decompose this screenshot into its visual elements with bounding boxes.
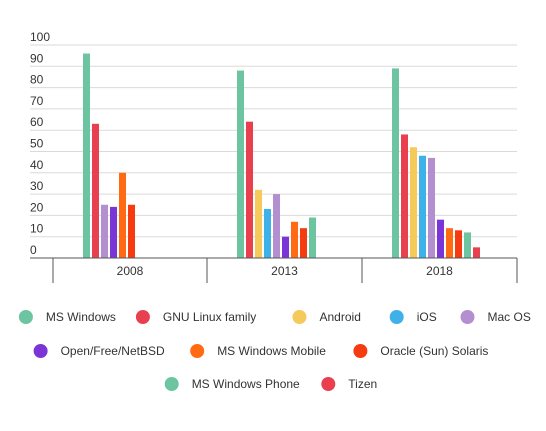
legend-label-mac-os: Mac OS	[488, 310, 531, 324]
legend-swatch-gnu-linux-family	[135, 310, 150, 324]
bar-mac-os-2008	[101, 204, 108, 258]
legend-item-ms-windows-mobile[interactable]: MS Windows Mobile	[190, 344, 326, 358]
y-tick-label-80: 80	[30, 73, 44, 87]
bar-android-2013	[255, 189, 262, 258]
legend-item-android[interactable]: Android	[292, 310, 361, 324]
bar-mac-os-2013	[273, 194, 280, 258]
legend-label-ios: iOS	[417, 310, 437, 324]
bar-ms-windows-mobile-2018	[446, 228, 453, 258]
x-tick-label-2013: 2013	[271, 264, 298, 278]
y-tick-label-70: 70	[30, 94, 44, 108]
legend-swatch-ms-windows-mobile	[190, 344, 205, 358]
bar-oracle-sun-solaris-2013	[300, 228, 307, 258]
legend-swatch-ios	[389, 310, 404, 324]
legend-swatch-ms-windows-phone	[164, 377, 179, 391]
legend-label-android: Android	[320, 310, 361, 324]
bar-open-free-netbsd-2018	[437, 219, 444, 258]
bar-gnu-linux-family-2018	[401, 134, 408, 258]
bar-gnu-linux-family-2013	[246, 121, 253, 259]
legend-swatch-ms-windows	[18, 310, 33, 324]
legend-label-oracle-sun-solaris: Oracle (Sun) Solaris	[380, 344, 488, 358]
legend-item-open-free-netbsd[interactable]: Open/Free/NetBSD	[33, 344, 165, 358]
bars	[83, 53, 480, 259]
legend-item-ms-windows[interactable]: MS Windows	[18, 310, 116, 324]
bar-ms-windows-2008	[83, 53, 90, 258]
bar-tizen-2018	[473, 247, 480, 258]
bar-android-2018	[410, 147, 417, 258]
bar-ms-windows-2018	[392, 68, 399, 259]
legend-item-mac-os[interactable]: Mac OS	[460, 310, 531, 324]
x-tick-label-2018: 2018	[426, 264, 453, 278]
legend-label-tizen: Tizen	[348, 377, 377, 391]
bar-ms-windows-phone-2013	[309, 217, 316, 258]
y-tick-label-0: 0	[30, 243, 37, 257]
bar-open-free-netbsd-2008	[110, 206, 117, 258]
legend-swatch-oracle-sun-solaris	[353, 344, 368, 358]
bar-mac-os-2018	[428, 157, 435, 258]
legend-item-gnu-linux-family[interactable]: GNU Linux family	[135, 310, 256, 324]
legend-swatch-open-free-netbsd	[33, 344, 48, 358]
y-tick-label-30: 30	[30, 179, 44, 193]
legend-label-gnu-linux-family: GNU Linux family	[163, 310, 256, 324]
legend-item-oracle-sun-solaris[interactable]: Oracle (Sun) Solaris	[353, 344, 488, 358]
legend-item-tizen[interactable]: Tizen	[321, 377, 377, 391]
bar-open-free-netbsd-2013	[282, 236, 289, 258]
bar-ms-windows-phone-2018	[464, 232, 471, 258]
x-tick-label-2008: 2008	[117, 264, 144, 278]
y-tick-label-20: 20	[30, 200, 44, 214]
bar-ios-2013	[264, 209, 271, 258]
bar-oracle-sun-solaris-2018	[455, 230, 462, 258]
bar-ms-windows-2013	[237, 70, 244, 258]
legend-swatch-mac-os	[460, 310, 475, 324]
bar-oracle-sun-solaris-2008	[128, 204, 135, 258]
y-tick-label-10: 10	[30, 222, 44, 236]
bar-ms-windows-mobile-2013	[291, 221, 298, 258]
legend-item-ms-windows-phone[interactable]: MS Windows Phone	[164, 377, 300, 391]
legend-label-ms-windows: MS Windows	[46, 310, 116, 324]
legend-item-ios[interactable]: iOS	[389, 310, 437, 324]
y-tick-label-100: 100	[30, 30, 50, 44]
legend-swatch-android	[292, 310, 307, 324]
y-tick-label-40: 40	[30, 158, 44, 172]
bar-ios-2018	[419, 155, 426, 258]
bar-ms-windows-mobile-2008	[119, 172, 126, 258]
legend-label-ms-windows-phone: MS Windows Phone	[192, 377, 300, 391]
y-tick-label-90: 90	[30, 51, 44, 65]
bar-gnu-linux-family-2008	[92, 123, 99, 258]
y-tick-label-50: 50	[30, 137, 44, 151]
legend: MS Windows GNU Linux family Android iOS Mac …	[18, 310, 531, 391]
legend-swatch-tizen	[321, 377, 336, 391]
legend-label-ms-windows-mobile: MS Windows Mobile	[217, 344, 326, 358]
legend-label-open-free-netbsd: Open/Free/NetBSD	[61, 344, 165, 358]
axes: 0 10 20 30 40 50 60 70 80 90 100 2008 2013 2018	[30, 30, 518, 283]
y-tick-label-60: 60	[30, 115, 44, 129]
